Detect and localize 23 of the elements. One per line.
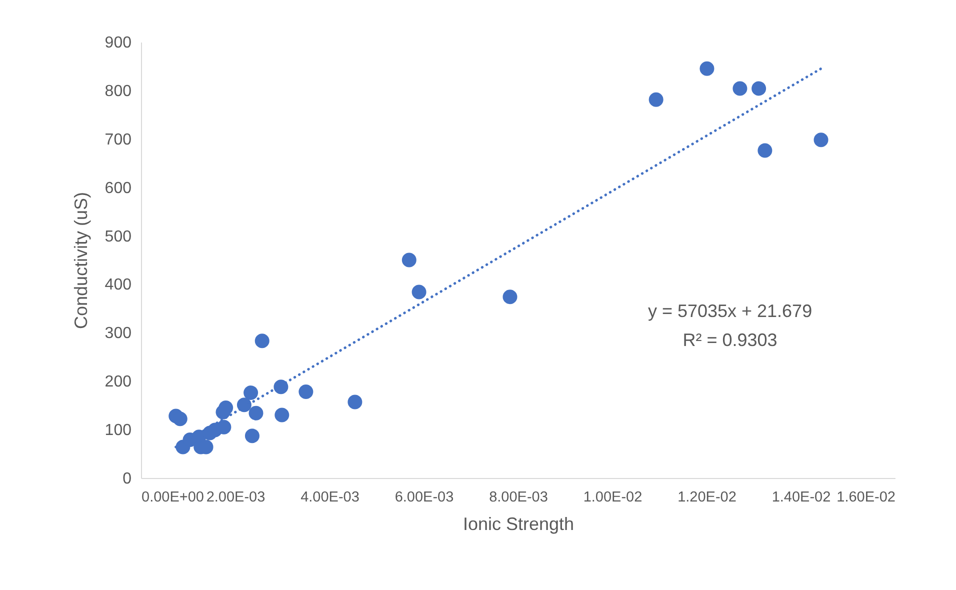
x-axis-title: Ionic Strength xyxy=(462,514,574,534)
y-tick-label: 400 xyxy=(104,276,132,294)
y-tick-label: 100 xyxy=(104,422,132,440)
x-tick-label: 2.00E-03 xyxy=(206,490,266,506)
x-tick-label: 0.00E+00 xyxy=(142,490,204,506)
x-tick-label: 8.00E-03 xyxy=(489,490,548,506)
x-tick-label: 1.20E-02 xyxy=(678,490,736,506)
x-tick-label: 1.40E-02 xyxy=(772,490,831,506)
y-tick-label: 500 xyxy=(104,228,132,246)
x-tick-label: 4.00E-03 xyxy=(300,490,360,506)
y-tick-label: 300 xyxy=(104,325,132,342)
x-tick-label: 1.60E-02 xyxy=(836,490,896,506)
y-tick-label: 0 xyxy=(122,470,132,488)
y-tick-label: 200 xyxy=(104,374,132,391)
x-tick-label: 1.00E-02 xyxy=(583,490,642,506)
x-tick-label: 6.00E-03 xyxy=(394,490,454,506)
y-tick-label: 800 xyxy=(104,82,132,100)
y-tick-label: 700 xyxy=(104,131,132,148)
y-tick-label: 900 xyxy=(104,34,132,52)
y-tick-label: 600 xyxy=(104,180,132,197)
y-axis-title: Conductivity (uS) xyxy=(70,192,91,330)
annotation: y = 57035x + 21.679 xyxy=(648,301,812,321)
annotation: R² = 0.9303 xyxy=(682,330,778,350)
